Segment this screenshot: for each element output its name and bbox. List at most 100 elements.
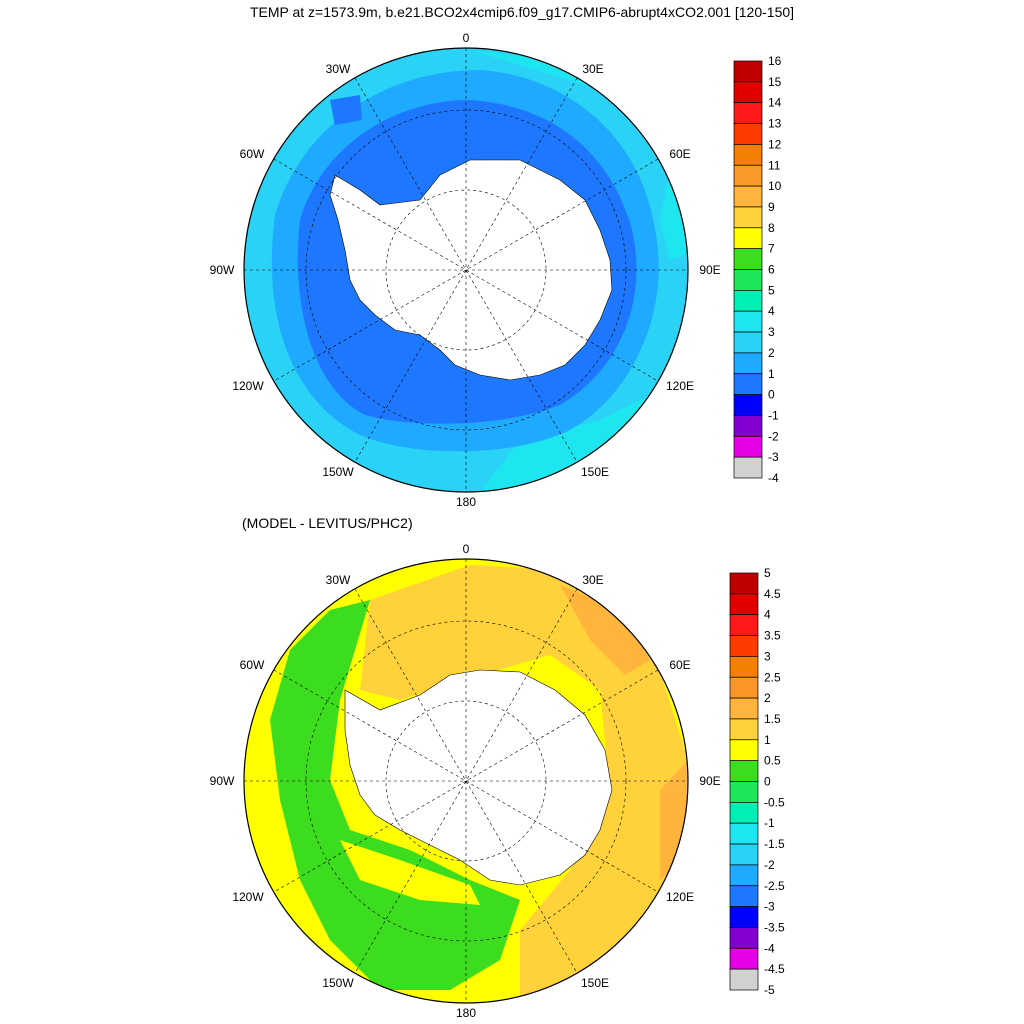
colorbar-label: 4	[768, 304, 775, 318]
colorbar-label: -4	[768, 471, 779, 485]
panel1-border	[243, 47, 689, 493]
colorbar-label: 0.5	[764, 754, 781, 768]
colorbar-label: -4.5	[764, 962, 785, 976]
colorbar-label: 5	[768, 283, 775, 297]
lon2-60w: 60W	[240, 658, 265, 672]
colorbar-label: 11	[768, 158, 781, 172]
colorbar-label: 10	[768, 179, 782, 193]
panel2-border	[243, 558, 689, 1004]
colorbar-label: 8	[768, 221, 775, 235]
colorbar-box	[729, 885, 759, 907]
colorbar-box	[733, 269, 763, 291]
panel1-antarctica	[329, 159, 613, 381]
colorbar-label: -3	[764, 900, 775, 914]
colorbar-box	[733, 123, 763, 145]
panel1-lon-labels: 0 30E 60E 90E 120E 150E 180 150W 120W 90…	[210, 31, 721, 509]
lon2-180: 180	[456, 1006, 476, 1020]
colorbar-box	[733, 60, 763, 83]
colorbar-box	[733, 435, 763, 458]
colorbar-box	[729, 676, 759, 699]
colorbar-box	[733, 81, 763, 104]
colorbar-label: -2	[764, 858, 775, 872]
lon2-150w: 150W	[322, 976, 354, 990]
lon2-30w: 30W	[326, 573, 351, 587]
colorbar-label: -1	[764, 816, 775, 830]
colorbar-box	[729, 843, 759, 866]
colorbar-box	[729, 760, 759, 782]
colorbar-box	[733, 310, 763, 333]
colorbar-box	[733, 331, 763, 354]
panel2-lon-labels: 0 30E 60E 90E 120E 150E 180 150W 120W 90…	[210, 542, 721, 1020]
colorbar-box	[729, 947, 759, 970]
colorbar-label: 2	[768, 346, 775, 360]
colorbar-label: -0.5	[764, 795, 785, 809]
colorbar-box	[729, 614, 759, 636]
colorbar-box	[729, 572, 759, 595]
panel2-title: (MODEL - LEVITUS/PHC2)	[242, 515, 413, 531]
colorbar-box	[729, 656, 759, 678]
colorbar-label: 1	[768, 367, 775, 381]
colorbar-label: -3	[768, 450, 779, 464]
panel1-graticule	[244, 48, 688, 492]
colorbar-label: 4	[764, 608, 771, 622]
colorbar-box	[733, 415, 763, 437]
panel2-field-1p5-east	[470, 565, 688, 1003]
colorbar-label: 6	[768, 263, 775, 277]
colorbar-box	[733, 164, 763, 187]
colorbar-box	[733, 373, 763, 395]
panel2-field-2-a	[560, 585, 650, 675]
colorbar-label: -3.5	[764, 920, 785, 934]
lon-120e: 120E	[666, 379, 694, 393]
colorbar-box	[729, 864, 759, 887]
colorbar-label: -5	[764, 983, 775, 997]
colorbar-label: 1	[764, 733, 771, 747]
colorbar-box	[729, 801, 759, 824]
colorbar-box	[733, 185, 763, 208]
colorbar-box	[733, 290, 763, 312]
colorbar-label: -2	[768, 429, 779, 443]
colorbar-label: 0	[768, 388, 775, 402]
panel1-title: TEMP at z=1573.9m, b.e21.BCO2x4cmip6.f09…	[250, 4, 794, 20]
colorbar-box	[733, 394, 763, 416]
colorbar-label: 12	[768, 137, 782, 151]
panel2-colorbar: 5 4.5 4 3.5 3 2.5 2 1.5 1 0.5 0 -0.5 -1 -1.5 -2 -2.5 -3 -…	[729, 566, 785, 997]
panel2-field-1-strip	[340, 840, 480, 905]
colorbar-box	[729, 718, 759, 741]
lon-30w: 30W	[326, 62, 351, 76]
colorbar-box	[729, 968, 759, 991]
lon-120w: 120W	[232, 379, 264, 393]
colorbar-box	[733, 102, 763, 124]
panel2-map	[243, 558, 689, 1004]
lon2-60e: 60E	[669, 658, 690, 672]
panel2-field-1p5-north	[360, 565, 560, 700]
panel2-antarctica	[344, 669, 613, 886]
colorbar-label: -1	[768, 408, 779, 422]
panel1-map	[243, 47, 689, 493]
colorbar-label: 15	[768, 75, 782, 89]
colorbar-box	[729, 906, 759, 928]
colorbar-box	[729, 635, 759, 657]
colorbar-label: 3	[768, 325, 775, 339]
colorbar-box	[729, 781, 759, 803]
lon2-0: 0	[463, 542, 470, 556]
colorbar-label: 0	[764, 775, 771, 789]
colorbar-box	[733, 206, 763, 229]
colorbar-label: -1.5	[764, 837, 785, 851]
colorbar-box	[729, 927, 759, 949]
colorbar-box	[733, 248, 763, 270]
lon-150e: 150E	[581, 465, 609, 479]
colorbar-label: 2.5	[764, 670, 781, 684]
colorbar-box	[729, 822, 759, 845]
lon2-120e: 120E	[666, 890, 694, 904]
colorbar-label: 1.5	[764, 712, 781, 726]
lon2-120w: 120W	[232, 890, 264, 904]
colorbar-label: 16	[768, 54, 782, 68]
lon2-30e: 30E	[582, 573, 603, 587]
colorbar-label: 5	[764, 566, 771, 580]
colorbar-label: 13	[768, 117, 782, 131]
lon2-90e: 90E	[699, 774, 720, 788]
colorbar-box	[733, 352, 763, 375]
panel1-patch-a	[330, 95, 362, 125]
